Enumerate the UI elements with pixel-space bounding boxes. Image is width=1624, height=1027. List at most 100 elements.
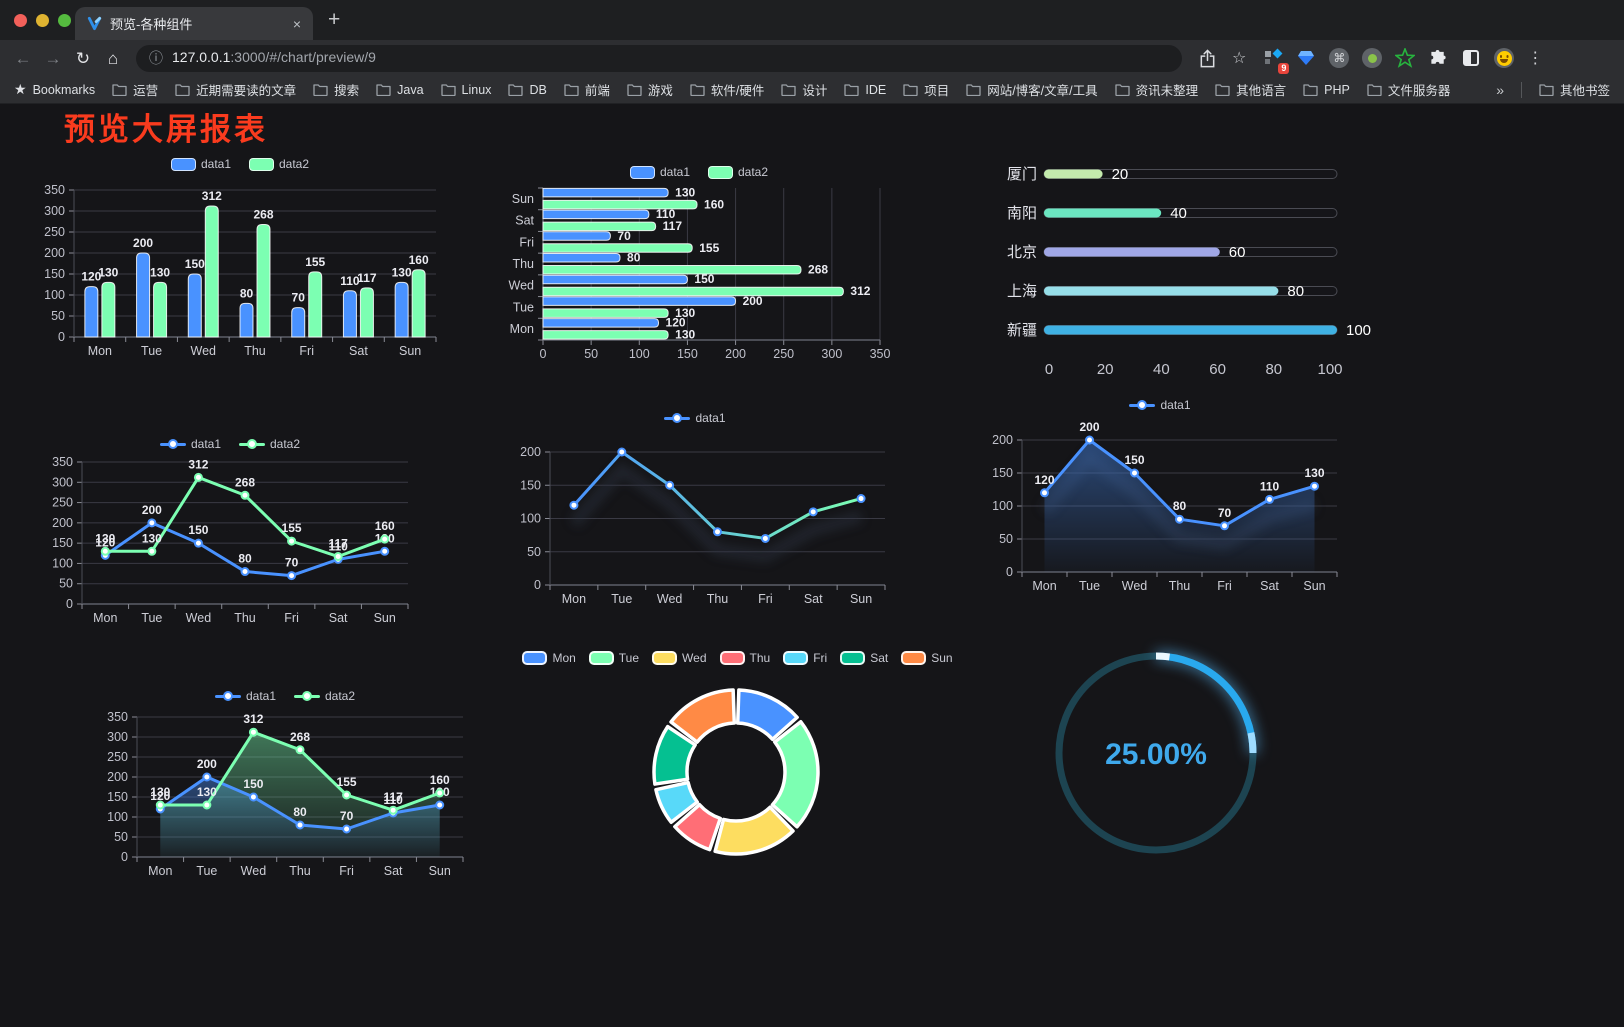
extension-lens-icon[interactable] <box>1361 47 1383 69</box>
bookmark-folder[interactable]: 其他语言 <box>1215 80 1286 99</box>
window-minimize-button[interactable] <box>36 14 49 27</box>
extension-gem-icon[interactable] <box>1295 47 1317 69</box>
svg-text:Mon: Mon <box>88 344 112 358</box>
bookmark-folder[interactable]: 设计 <box>781 80 827 99</box>
bookmark-folder[interactable]: 近期需要读的文章 <box>175 80 296 99</box>
extension-emoji-icon[interactable] <box>1493 47 1515 69</box>
svg-text:268: 268 <box>253 207 273 221</box>
browser-tab[interactable]: 预览-各种组件 × <box>75 7 313 40</box>
chart-canvas[interactable]: 0 50 100 150 200 250 300 350 Mon Tue Wed Thu Fri Sat S… <box>100 676 470 888</box>
bookmark-folder[interactable]: 运营 <box>112 80 158 99</box>
legend-item-Thu[interactable]: Thu <box>719 651 770 665</box>
svg-text:200: 200 <box>743 294 763 308</box>
bookmark-folder[interactable]: 文件服务器 <box>1367 80 1450 99</box>
bookmark-folder[interactable]: 资讯未整理 <box>1114 80 1198 99</box>
bookmark-folder[interactable]: 网站/博客/文章/工具 <box>966 80 1098 99</box>
legend-item-Mon[interactable]: Mon <box>522 651 576 665</box>
chart-legend: data1 data2 <box>45 437 415 451</box>
window-zoom-button[interactable] <box>58 14 71 27</box>
legend-item-data1[interactable]: data1 <box>170 157 231 171</box>
legend-item-Fri[interactable]: Fri <box>783 651 827 665</box>
chart-canvas[interactable]: 0 50 100 150 200 250 300 350 Mon Tue Wed Thu Fri Sat S… <box>45 424 415 636</box>
extensions-puzzle-icon[interactable] <box>1427 47 1449 69</box>
chart-canvas[interactable]: 0 50 100 150 200 Mon Tue Wed Thu Fri Sat Sun 120 200 1… <box>960 386 1360 596</box>
svg-text:Tue: Tue <box>1079 579 1100 593</box>
chart-canvas[interactable]: 0 50 100 150 200 Mon Tue Wed Thu Fri Sat Sun <box>495 398 895 610</box>
extension-command-icon[interactable]: ⌘ <box>1328 47 1350 69</box>
legend-item-data1[interactable]: data1 <box>1129 398 1191 412</box>
chart-city-progress[interactable]: 厦门 20 南阳 40 北京 60 上海 80 新疆 100 0 20 40 60 80 100 <box>985 150 1380 390</box>
chart-dual-area-line[interactable]: data1 data2 0 50 100 150 200 250 300 350 Mon Tue Wed… <box>100 676 470 888</box>
chart-week-donut[interactable]: Mon Tue Wed Thu Fri Sat Sun <box>522 636 953 886</box>
chart-grouped-hbar[interactable]: data1 data2 0 50 100 150 200 250 300 350 Sun Sat Fri… <box>500 152 898 364</box>
legend-item-data2[interactable]: data2 <box>708 165 768 179</box>
tab-close-icon[interactable]: × <box>292 15 301 32</box>
svg-text:350: 350 <box>107 710 128 724</box>
bookmark-folder-label: 网站/博客/文章/工具 <box>987 84 1098 98</box>
bookmark-folder[interactable]: PHP <box>1303 83 1350 97</box>
bookmark-folder-label: Linux <box>461 82 492 97</box>
legend-item-data2[interactable]: data2 <box>294 689 355 703</box>
extension-star-icon[interactable] <box>1394 47 1416 69</box>
bookmarks-manager[interactable]: ★ Bookmarks <box>14 81 95 98</box>
bookmark-star-icon[interactable]: ☆ <box>1232 50 1247 67</box>
chart-grouped-bar[interactable]: data1 data2 0 50 100 150 200 250 300 350 Mon Tue Wed… <box>40 148 440 363</box>
bookmark-folder[interactable]: IDE <box>844 83 886 97</box>
bookmark-folder[interactable]: Linux <box>440 82 492 97</box>
legend-marker <box>294 690 320 702</box>
legend-item-data1[interactable]: data1 <box>664 411 726 425</box>
chart-canvas[interactable] <box>550 636 925 886</box>
legend-item-Sun[interactable]: Sun <box>901 651 953 665</box>
new-tab-button[interactable]: + <box>328 8 341 31</box>
legend-item-data1[interactable]: data1 <box>159 437 221 451</box>
legend-item-data1[interactable]: data1 <box>629 165 690 179</box>
reload-icon[interactable]: ↻ <box>75 48 91 68</box>
address-bar[interactable]: ⓘ 127.0.0.1:3000/#/chart/preview/9 <box>136 44 1182 72</box>
chart-canvas[interactable]: 0 50 100 150 200 250 300 350 Mon Tue Wed Thu Fri Sat S… <box>40 148 440 363</box>
bookmark-folder[interactable]: 项目 <box>903 80 949 99</box>
browser-menu-icon[interactable]: ⋮ <box>1527 50 1544 67</box>
bookmarks-overflow-chevron[interactable]: » <box>1496 81 1504 98</box>
bookmark-folder[interactable]: 搜索 <box>313 80 359 99</box>
folder-icon <box>1114 84 1130 96</box>
legend-item-data1[interactable]: data1 <box>214 689 276 703</box>
extension-reader-icon[interactable] <box>1460 47 1482 69</box>
svg-text:110: 110 <box>383 793 403 807</box>
site-info-icon[interactable]: ⓘ <box>149 50 163 66</box>
chart-area-line[interactable]: data1 0 50 100 150 200 Mon Tue Wed Thu Fri Sat Sun 12… <box>960 386 1360 596</box>
forward-icon[interactable]: → <box>44 48 62 68</box>
legend-marker <box>239 438 265 450</box>
back-icon[interactable]: ← <box>14 48 32 68</box>
chart-ring-progress[interactable]: 25.00% <box>1040 638 1275 873</box>
bookmark-folder[interactable]: 游戏 <box>627 80 673 99</box>
other-bookmarks[interactable]: 其他书签 <box>1539 80 1610 99</box>
legend-item-data2[interactable]: data2 <box>239 437 300 451</box>
share-icon[interactable] <box>1196 47 1218 69</box>
legend-marker <box>783 651 809 665</box>
bookmark-folder[interactable]: DB <box>508 83 547 97</box>
chart-gradient-line[interactable]: data1 0 50 100 150 200 Mon Tue Wed Thu Fri Sat Sun <box>495 398 895 610</box>
extension-grid-icon[interactable]: 9 <box>1262 47 1290 74</box>
folder-icon <box>627 84 642 96</box>
svg-text:Mon: Mon <box>562 592 586 606</box>
command-icon: ⌘ <box>1329 48 1350 68</box>
window-close-button[interactable] <box>14 14 27 27</box>
legend-item-Tue[interactable]: Tue <box>588 651 639 665</box>
chart-canvas[interactable]: 厦门 20 南阳 40 北京 60 上海 80 新疆 100 0 20 40 60 80 100 <box>985 150 1380 390</box>
svg-text:0: 0 <box>1006 565 1013 579</box>
bookmark-folder[interactable]: 软件/硬件 <box>690 80 764 99</box>
bookmark-folder[interactable]: 前端 <box>564 80 610 99</box>
legend-marker <box>249 157 274 171</box>
chart-dual-line[interactable]: data1 data2 0 50 100 150 200 250 300 350 Mon Tue Wed… <box>45 424 415 636</box>
svg-text:250: 250 <box>773 347 794 361</box>
svg-text:200: 200 <box>1079 420 1099 434</box>
legend-item-Sat[interactable]: Sat <box>840 651 888 665</box>
home-icon[interactable]: ⌂ <box>107 48 119 68</box>
bookmark-folder[interactable]: Java <box>376 83 424 97</box>
legend-item-Wed[interactable]: Wed <box>652 651 707 665</box>
chart-canvas[interactable]: 25.00% <box>1040 638 1275 873</box>
svg-text:Thu: Thu <box>289 864 311 878</box>
svg-text:130: 130 <box>150 785 170 799</box>
chart-canvas[interactable]: 0 50 100 150 200 250 300 350 Sun Sat Fri Thu Wed Tue M… <box>500 152 898 364</box>
legend-item-data2[interactable]: data2 <box>249 157 309 171</box>
